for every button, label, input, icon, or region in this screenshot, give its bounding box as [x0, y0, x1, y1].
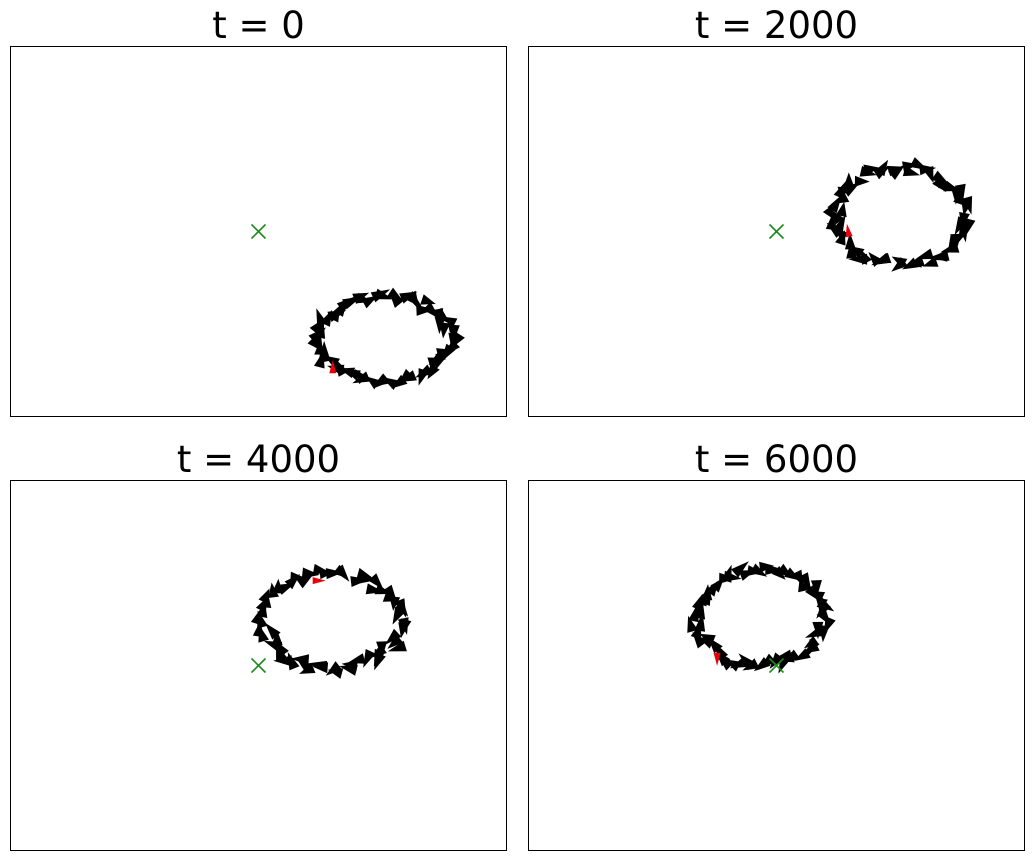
agent-arrow: [347, 653, 366, 664]
target-marker: [250, 657, 267, 674]
agent-arrow: [950, 186, 962, 205]
agent-arrow: [701, 584, 713, 601]
leader-agent: [329, 360, 337, 374]
panel-title-t6000: t = 6000: [694, 438, 859, 481]
agent-arrow: [731, 561, 749, 578]
agent-arrow: [265, 622, 281, 640]
agent-arrow: [363, 649, 376, 668]
agent-arrow: [418, 368, 430, 386]
agent-arrow: [290, 654, 310, 666]
agent-arrow: [358, 572, 378, 584]
agent-arrow: [273, 655, 292, 667]
agent-arrow: [827, 194, 842, 214]
agent-arrow: [806, 638, 820, 658]
agent-arrow: [835, 201, 847, 218]
target-marker: [768, 223, 785, 240]
agent-arrow: [386, 287, 403, 301]
agent-arrow: [392, 607, 405, 625]
agent-arrow: [448, 324, 460, 343]
panel-t6000: [528, 480, 1025, 851]
agent-arrow: [930, 250, 948, 262]
agent-arrow: [405, 291, 423, 308]
agent-arrow: [301, 567, 320, 579]
target-marker: [250, 223, 267, 240]
agent-arrow: [307, 660, 328, 672]
agent-arrow: [314, 340, 326, 355]
agent-arrow: [389, 596, 401, 611]
agent-arrow: [699, 633, 716, 646]
agent-arrow: [902, 165, 921, 177]
agent-arrow: [843, 172, 855, 188]
panel-title-t0: t = 0: [212, 4, 305, 47]
agent-arrow: [810, 580, 822, 597]
agent-arrow: [798, 581, 816, 593]
agent-arrow: [854, 175, 870, 187]
agent-arrow: [846, 241, 858, 259]
agent-arrow: [957, 224, 971, 244]
agent-arrow: [875, 159, 889, 177]
agent-arrow: [848, 253, 868, 265]
agent-arrow: [940, 242, 960, 253]
agent-arrow: [830, 209, 845, 225]
agent-arrow: [339, 665, 358, 676]
swarm-group: [250, 563, 412, 679]
agent-arrow: [902, 257, 919, 270]
agent-arrow: [398, 622, 410, 639]
agent-arrow: [427, 364, 440, 380]
agent-arrow: [325, 661, 343, 676]
agent-arrow: [922, 256, 939, 267]
agent-arrow: [749, 563, 768, 577]
agent-arrow: [804, 625, 825, 638]
leader-agent: [845, 223, 853, 238]
agent-arrow: [888, 164, 906, 180]
agent-arrow: [297, 659, 313, 674]
agent-arrow: [427, 357, 439, 374]
agent-arrow: [385, 628, 402, 645]
agent-arrow: [258, 588, 270, 604]
panel-t0: [10, 46, 507, 417]
swarm-group: [307, 287, 465, 390]
agent-arrow: [290, 571, 305, 583]
leader-agent: [713, 652, 721, 666]
agent-arrow: [439, 322, 451, 339]
agent-arrow: [922, 166, 934, 183]
agent-arrow: [816, 600, 832, 619]
agent-arrow: [844, 232, 856, 250]
agent-arrow: [961, 200, 973, 216]
agent-arrow: [723, 570, 742, 582]
agent-arrow: [387, 640, 407, 652]
agent-arrow: [420, 294, 436, 305]
panel-title-t4000: t = 4000: [176, 438, 341, 481]
leader-agent: [312, 577, 326, 585]
agent-arrow: [373, 648, 385, 667]
agent-arrow: [891, 256, 908, 269]
target-marker: [768, 657, 785, 674]
agent-arrow: [769, 652, 784, 669]
panel-title-t2000: t = 2000: [694, 4, 859, 47]
agent-arrow: [868, 252, 883, 267]
agent-arrow: [387, 634, 404, 649]
agent-arrow: [859, 165, 877, 177]
agent-arrow: [394, 601, 409, 617]
agent-arrow: [296, 574, 314, 589]
swarm-group: [687, 561, 836, 674]
panel-t2000: [528, 46, 1025, 417]
agent-arrow: [271, 629, 283, 646]
agent-arrow: [433, 307, 451, 325]
swarm-group: [822, 157, 976, 272]
panel-t4000: [10, 480, 507, 851]
agent-arrow: [765, 564, 785, 575]
agent-arrow: [334, 564, 350, 582]
